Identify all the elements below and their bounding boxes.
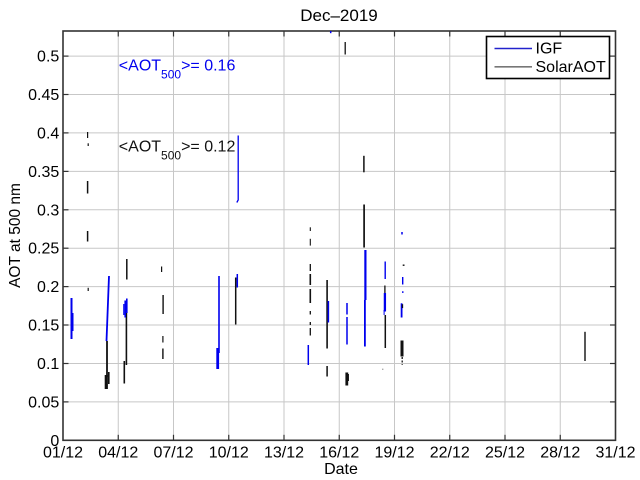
svg-text:16/12: 16/12 <box>319 445 359 462</box>
svg-text:01/12: 01/12 <box>43 445 83 462</box>
svg-text:07/12: 07/12 <box>153 445 193 462</box>
svg-text:0.5: 0.5 <box>37 49 59 66</box>
svg-text:AOT at 500 nm: AOT at 500 nm <box>7 183 24 288</box>
svg-text:13/12: 13/12 <box>264 445 304 462</box>
svg-text:IGF: IGF <box>536 41 563 58</box>
svg-text:Dec–2019: Dec–2019 <box>300 6 378 25</box>
svg-text:19/12: 19/12 <box>374 445 414 462</box>
svg-text:0.2: 0.2 <box>37 279 59 296</box>
svg-text:0: 0 <box>50 433 59 450</box>
svg-text:0.3: 0.3 <box>37 202 59 219</box>
svg-text:10/12: 10/12 <box>209 445 249 462</box>
svg-text:0.45: 0.45 <box>28 87 59 104</box>
svg-text:25/12: 25/12 <box>485 445 525 462</box>
svg-text:0.25: 0.25 <box>28 241 59 258</box>
svg-text:0.05: 0.05 <box>28 394 59 411</box>
svg-text:0.1: 0.1 <box>37 356 59 373</box>
svg-text:28/12: 28/12 <box>540 445 580 462</box>
svg-text:0.4: 0.4 <box>37 125 59 142</box>
svg-text:04/12: 04/12 <box>98 445 138 462</box>
svg-text:0.35: 0.35 <box>28 164 59 181</box>
svg-text:SolarAOT: SolarAOT <box>536 59 606 76</box>
svg-text:22/12: 22/12 <box>430 445 470 462</box>
svg-text:0.15: 0.15 <box>28 318 59 335</box>
svg-text:Date: Date <box>324 461 358 478</box>
svg-text:31/12: 31/12 <box>595 445 635 462</box>
